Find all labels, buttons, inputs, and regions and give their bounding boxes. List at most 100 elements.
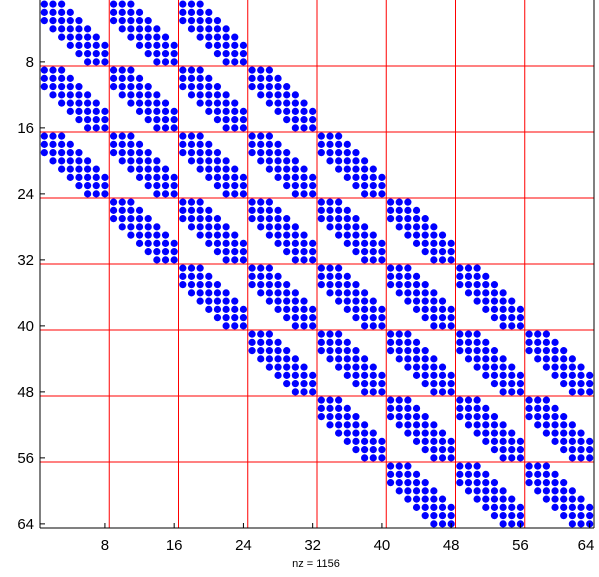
nonzero-marker	[412, 297, 421, 305]
nonzero-marker	[395, 470, 403, 478]
nonzero-marker	[568, 380, 576, 388]
nonzero-marker	[542, 338, 550, 346]
nonzero-marker	[343, 272, 351, 280]
nonzero-marker	[456, 462, 464, 470]
nonzero-marker	[421, 380, 429, 388]
nonzero-marker	[438, 520, 447, 528]
nonzero-marker	[300, 380, 308, 388]
nonzero-marker	[127, 91, 135, 99]
nonzero-marker	[456, 404, 464, 412]
nonzero-marker	[447, 446, 455, 454]
nonzero-marker	[213, 182, 222, 190]
nonzero-marker	[352, 215, 360, 223]
nonzero-marker	[369, 454, 377, 462]
nonzero-marker	[326, 347, 334, 355]
nonzero-marker	[49, 8, 57, 16]
nonzero-marker	[49, 17, 57, 25]
nonzero-marker	[317, 140, 325, 148]
nonzero-marker	[161, 33, 170, 41]
nonzero-marker	[421, 429, 429, 437]
nonzero-marker	[516, 437, 525, 445]
nonzero-marker	[283, 116, 291, 124]
nonzero-marker	[586, 388, 594, 396]
nonzero-marker	[378, 314, 386, 322]
nonzero-marker	[187, 264, 196, 272]
nonzero-marker	[326, 413, 334, 421]
nonzero-marker	[335, 396, 343, 404]
nonzero-marker	[300, 363, 308, 371]
nonzero-marker	[118, 83, 126, 91]
nonzero-marker	[222, 305, 230, 313]
nonzero-marker	[66, 8, 74, 16]
nonzero-marker	[499, 446, 507, 454]
nonzero-marker	[412, 305, 421, 313]
nonzero-marker	[438, 512, 447, 520]
nonzero-marker	[291, 256, 299, 264]
nonzero-marker	[438, 314, 447, 322]
nonzero-marker	[404, 413, 412, 421]
nonzero-marker	[352, 289, 360, 297]
nonzero-marker	[92, 173, 100, 181]
nonzero-marker	[404, 479, 412, 487]
nonzero-marker	[92, 107, 100, 115]
nonzero-marker	[213, 91, 222, 99]
nonzero-marker	[153, 25, 161, 33]
nonzero-marker	[352, 297, 360, 305]
nonzero-marker	[421, 421, 429, 429]
nonzero-marker	[84, 157, 92, 165]
nonzero-marker	[265, 281, 273, 289]
nonzero-marker	[274, 74, 282, 82]
nonzero-marker	[84, 124, 92, 132]
nonzero-marker	[222, 157, 230, 165]
nonzero-marker	[317, 215, 325, 223]
nonzero-marker	[395, 396, 403, 404]
nonzero-marker	[490, 355, 499, 363]
nonzero-marker	[560, 363, 568, 371]
nonzero-marker	[551, 437, 559, 445]
nonzero-marker	[84, 25, 92, 33]
nonzero-marker	[92, 124, 100, 132]
nonzero-marker	[283, 149, 291, 157]
nonzero-marker	[109, 0, 118, 8]
nonzero-marker	[84, 58, 92, 66]
nonzero-marker	[534, 330, 542, 338]
nonzero-marker	[473, 479, 481, 487]
nonzero-marker	[568, 520, 576, 528]
nonzero-marker	[369, 429, 377, 437]
nonzero-marker	[205, 83, 213, 91]
nonzero-marker	[248, 83, 256, 91]
nonzero-marker	[170, 256, 178, 264]
nonzero-marker	[66, 74, 74, 82]
nonzero-marker	[430, 305, 438, 313]
nonzero-marker	[386, 215, 395, 223]
nonzero-marker	[343, 404, 351, 412]
nonzero-marker	[222, 289, 230, 297]
nonzero-marker	[395, 355, 403, 363]
axes-frame	[39, 0, 595, 529]
nonzero-marker	[283, 107, 291, 115]
nonzero-marker	[118, 149, 126, 157]
nonzero-marker	[135, 25, 144, 33]
nonzero-marker	[542, 363, 550, 371]
nonzero-marker	[161, 41, 170, 49]
nonzero-marker	[144, 33, 152, 41]
nonzero-marker	[213, 248, 222, 256]
nonzero-marker	[75, 25, 83, 33]
nonzero-marker	[144, 83, 152, 91]
nonzero-marker	[352, 347, 360, 355]
nonzero-marker	[118, 25, 126, 33]
nonzero-marker	[560, 512, 568, 520]
nonzero-marker	[430, 223, 438, 231]
nonzero-marker	[421, 495, 429, 503]
nonzero-marker	[560, 380, 568, 388]
nonzero-marker	[222, 239, 230, 247]
nonzero-marker	[430, 256, 438, 264]
nonzero-marker	[430, 231, 438, 239]
nonzero-marker	[300, 124, 308, 132]
nonzero-marker	[499, 503, 507, 511]
nonzero-marker	[490, 371, 499, 379]
nonzero-marker	[66, 25, 74, 33]
nonzero-marker	[447, 256, 455, 264]
nonzero-marker	[395, 421, 403, 429]
nonzero-marker	[101, 124, 109, 132]
